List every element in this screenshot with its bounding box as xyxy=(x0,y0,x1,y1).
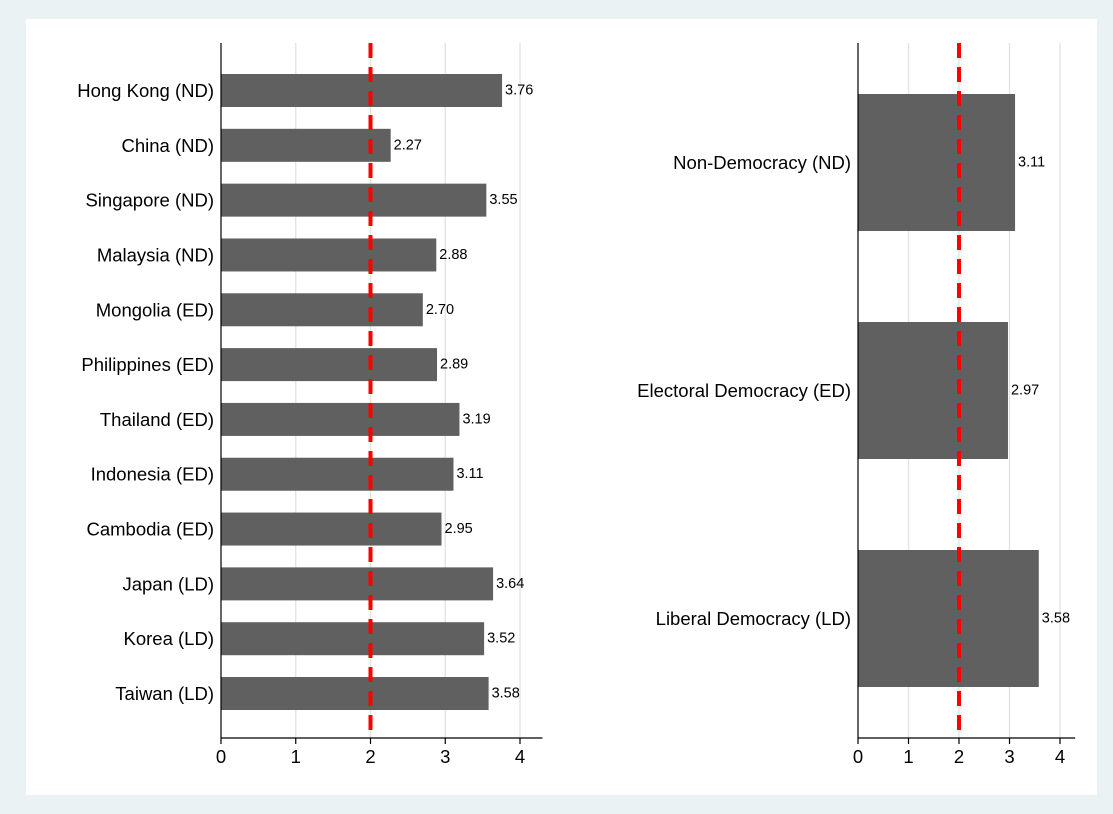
x-tick-label-0: 0 xyxy=(216,746,226,767)
bar-0 xyxy=(858,94,1016,231)
value-label-7: 3.11 xyxy=(456,466,483,482)
x-tick-label-2: 2 xyxy=(954,746,964,767)
bar-9 xyxy=(221,567,494,601)
value-label-2: 3.58 xyxy=(1042,611,1070,627)
value-label-1: 2.27 xyxy=(394,137,422,153)
bar-4 xyxy=(221,293,423,327)
x-tick-label-2: 2 xyxy=(365,746,375,767)
bar-3 xyxy=(221,238,437,272)
bar-10 xyxy=(221,622,485,656)
bar-0 xyxy=(221,74,503,107)
category-label-1: Electoral Democracy (ED) xyxy=(637,380,851,401)
category-label-7: Indonesia (ED) xyxy=(91,464,214,485)
category-label-0: Hong Kong (ND) xyxy=(77,80,214,101)
x-tick-label-1: 1 xyxy=(903,746,913,767)
x-tick-label-3: 3 xyxy=(440,746,450,767)
bar-8 xyxy=(221,512,442,546)
x-tick-label-4: 4 xyxy=(515,746,525,767)
category-label-10: Korea (LD) xyxy=(124,628,214,649)
value-label-0: 3.11 xyxy=(1018,155,1045,171)
value-label-11: 3.58 xyxy=(492,686,520,702)
value-label-9: 3.64 xyxy=(496,576,524,592)
category-label-0: Non-Democracy (ND) xyxy=(673,152,851,173)
category-label-2: Singapore (ND) xyxy=(85,190,214,211)
x-tick-label-4: 4 xyxy=(1055,746,1065,767)
category-label-1: China (ND) xyxy=(121,135,214,156)
value-label-10: 3.52 xyxy=(487,631,515,647)
x-tick-label-0: 0 xyxy=(853,746,863,767)
bar-2 xyxy=(221,183,487,217)
country-bar-chart: Hong Kong (ND) 3.76 China (ND) 2.27 Singapor… xyxy=(77,43,543,767)
category-label-4: Mongolia (ED) xyxy=(96,299,214,320)
category-label-2: Liberal Democracy (LD) xyxy=(656,608,851,629)
value-label-4: 2.70 xyxy=(426,302,454,318)
category-label-3: Malaysia (ND) xyxy=(97,244,214,265)
bar-2 xyxy=(858,550,1039,687)
bar-5 xyxy=(221,348,438,382)
category-label-8: Cambodia (ED) xyxy=(87,519,215,540)
x-tick-label-1: 1 xyxy=(291,746,301,767)
value-label-3: 2.88 xyxy=(439,247,467,263)
value-label-5: 2.89 xyxy=(440,357,468,373)
bar-6 xyxy=(221,402,460,436)
value-label-1: 2.97 xyxy=(1011,383,1039,399)
regime-bar-chart: Non-Democracy (ND) 3.11 Electoral Democrac… xyxy=(637,43,1076,767)
bar-7 xyxy=(221,457,454,491)
value-label-0: 3.76 xyxy=(505,83,533,99)
x-tick-label-3: 3 xyxy=(1004,746,1014,767)
value-label-8: 2.95 xyxy=(445,521,473,537)
value-label-2: 3.55 xyxy=(489,192,517,208)
bar-1 xyxy=(221,128,391,162)
category-label-5: Philippines (ED) xyxy=(81,354,214,375)
bar-11 xyxy=(221,677,489,711)
category-label-9: Japan (LD) xyxy=(122,573,214,594)
bar-1 xyxy=(858,322,1008,459)
category-label-11: Taiwan (LD) xyxy=(115,683,214,704)
value-label-6: 3.19 xyxy=(462,411,490,427)
category-label-6: Thailand (ED) xyxy=(100,409,214,430)
